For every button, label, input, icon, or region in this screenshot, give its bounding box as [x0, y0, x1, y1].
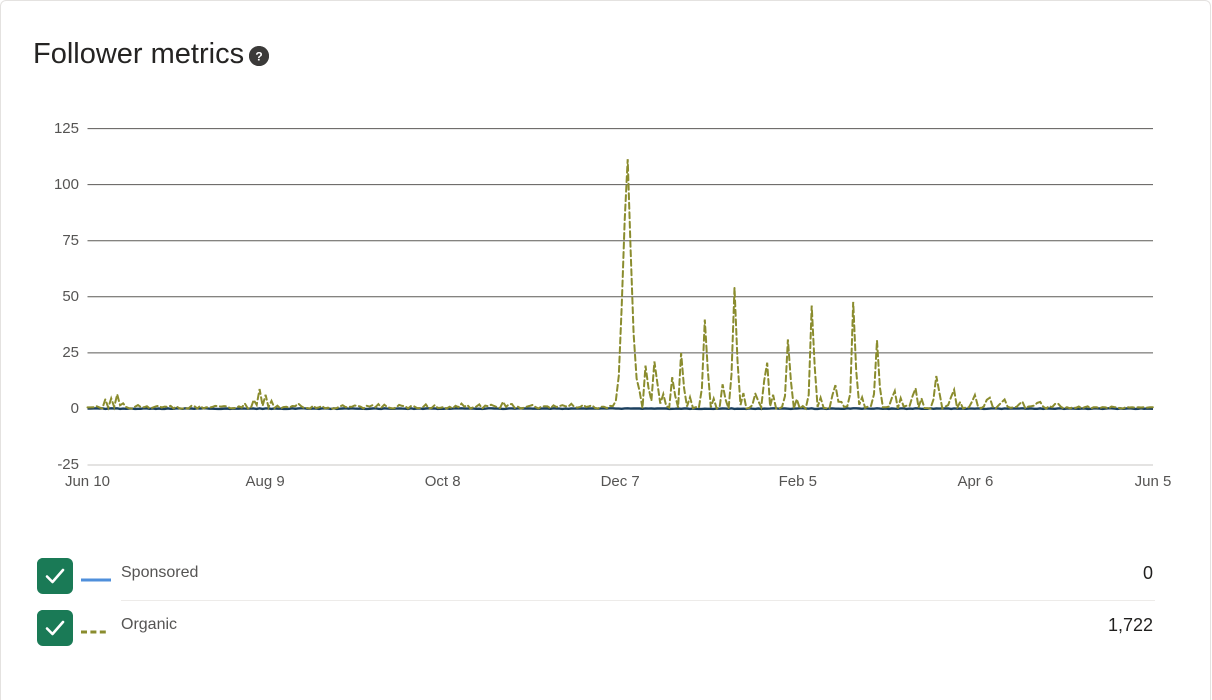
- svg-text:?: ?: [255, 50, 262, 64]
